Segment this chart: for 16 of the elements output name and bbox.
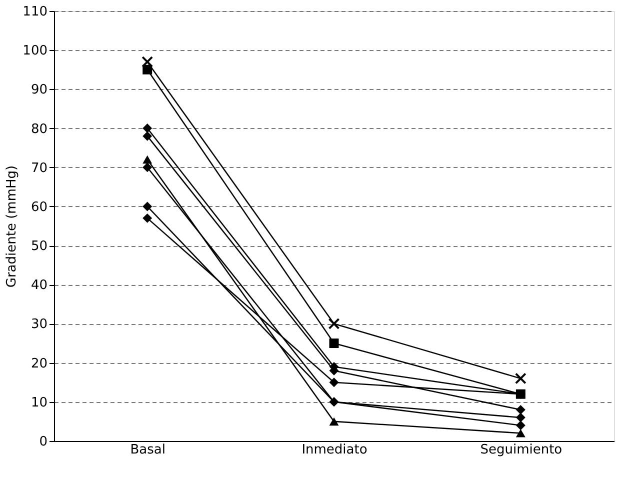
y-tick-label: 10: [30, 395, 48, 410]
x-tick-label: Basal: [130, 442, 166, 458]
y-tick-label: 80: [30, 122, 48, 137]
y-tick-label: 100: [22, 44, 48, 59]
x-tick-label: Seguimiento: [480, 442, 562, 458]
y-tick-label: 30: [30, 317, 48, 332]
x-tick-label: Inmediato: [302, 442, 368, 458]
y-axis-title: Gradiente (mmHg): [4, 165, 20, 288]
y-tick-label: 110: [22, 4, 48, 20]
y-tick-label: 70: [30, 160, 48, 176]
y-tick-label: 40: [30, 278, 48, 294]
y-tick-label: 90: [30, 82, 48, 98]
y-tick-label: 20: [30, 356, 48, 372]
y-tick-label: 50: [30, 239, 48, 254]
y-tick-label: 0: [39, 434, 48, 450]
y-tick-label: 60: [30, 200, 48, 215]
